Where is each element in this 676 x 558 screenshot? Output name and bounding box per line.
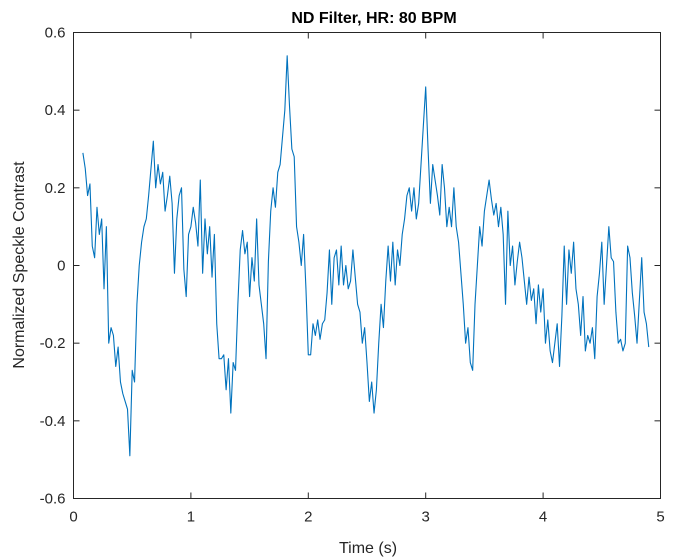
x-tick-label: 2	[304, 509, 312, 526]
x-axis-label: Time (s)	[339, 540, 397, 557]
x-tick-label: 5	[656, 509, 664, 526]
y-tick-label: 0	[57, 258, 65, 275]
y-tick-label: 0.2	[45, 180, 66, 197]
y-tick-label: -0.6	[40, 491, 66, 508]
y-tick-label: -0.4	[40, 413, 66, 430]
y-axis-label: Normalized Speckle Contrast	[11, 161, 28, 369]
x-tick-label: 0	[69, 509, 77, 526]
x-tick-label: 3	[422, 509, 430, 526]
chart-title: ND Filter, HR: 80 BPM	[291, 10, 456, 27]
y-tick-label: 0.4	[45, 102, 66, 119]
x-tick-label: 1	[187, 509, 195, 526]
plot-area	[82, 55, 650, 457]
x-tick-label: 4	[539, 509, 547, 526]
y-tick-label: 0.6	[45, 25, 66, 42]
axes-box	[73, 32, 661, 499]
series-line	[82, 55, 650, 457]
axis-ticks: 0 1 2 3 4 5 0.6 0.4 0.2 0 -0.2 -0.4 -0.6	[40, 25, 665, 526]
y-tick-label: -0.2	[40, 335, 66, 352]
